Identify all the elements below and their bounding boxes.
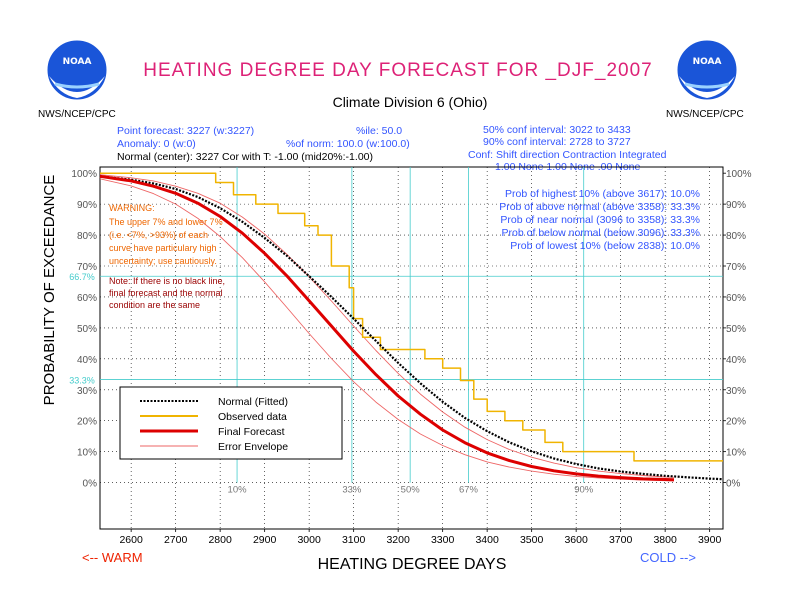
ref-percent-label: 50% xyxy=(401,485,421,496)
y-tick-label-left: 60% xyxy=(77,293,97,304)
warning-line: uncertainty; use cautiously. xyxy=(109,256,217,266)
y-tick-label-left: 50% xyxy=(77,324,97,335)
y-tick-label-right: 30% xyxy=(726,386,746,397)
warning-line: curve have particulary high xyxy=(109,243,217,253)
y-tick-label-left: 40% xyxy=(77,355,97,366)
y-tick-label-left: 80% xyxy=(77,231,97,242)
warning-title: WARNING: xyxy=(109,203,155,213)
x-tick-label: 3800 xyxy=(653,534,677,546)
warm-nav-label: <-- WARM xyxy=(82,550,143,565)
org-label-left: NWS/NCEP/CPC xyxy=(38,109,116,120)
probability-line: Prob of highest 10% (above 3617): 10.0% xyxy=(505,188,700,200)
chart-subtitle: Climate Division 6 (Ohio) xyxy=(333,94,488,110)
ref-label-33: 33.3% xyxy=(69,376,95,386)
x-tick-label: 2700 xyxy=(164,534,188,546)
error-envelope-lower-line xyxy=(99,178,675,482)
cold-nav-label: COLD --> xyxy=(640,550,696,565)
legend-label: Normal (Fitted) xyxy=(218,396,288,408)
y-tick-label-right: 20% xyxy=(726,417,746,428)
y-tick-label-left: 90% xyxy=(77,200,97,211)
normal-center-text: Normal (center): 3227 Cor with T: -1.00 … xyxy=(117,151,373,163)
probability-line: Prob of lowest 10% (below 2838): 10.0% xyxy=(510,240,700,252)
x-tick-label: 3100 xyxy=(342,534,366,546)
point-forecast-text: Point forecast: 3227 (w:3227) xyxy=(117,125,254,137)
y-tick-label-right: 100% xyxy=(726,169,752,180)
ref-percent-label: 67% xyxy=(459,485,479,496)
ref-percent-label: 33% xyxy=(342,485,362,496)
x-tick-label: 2900 xyxy=(253,534,277,546)
y-tick-label-left: 100% xyxy=(71,169,97,180)
warning-line: The upper 7% and lower 7% xyxy=(109,217,223,227)
ref-label-66: 66.7% xyxy=(69,272,95,282)
note-line: final forecast and the normal xyxy=(109,288,223,298)
y-tick-label-right: 10% xyxy=(726,448,746,459)
probability-line: Prob of near normal (3096 to 3358): 33.3… xyxy=(500,214,700,226)
y-tick-label-left: 30% xyxy=(77,386,97,397)
noaa-logo-right-text: NOAA xyxy=(693,57,722,67)
x-tick-label: 3300 xyxy=(431,534,455,546)
y-tick-label-right: 70% xyxy=(726,262,746,273)
anomaly-text: Anomaly: 0 (w:0) xyxy=(117,138,196,150)
x-tick-label: 3200 xyxy=(386,534,410,546)
y-tick-label-right: 60% xyxy=(726,293,746,304)
org-label-right: NWS/NCEP/CPC xyxy=(666,109,744,120)
x-axis-title: HEATING DEGREE DAYS xyxy=(318,556,507,573)
noaa-logo-right-icon: NOAA xyxy=(676,39,738,101)
x-tick-label: 3400 xyxy=(475,534,499,546)
y-tick-label-right: 90% xyxy=(726,200,746,211)
final-forecast-line xyxy=(99,174,675,482)
noaa-logo-left-icon: NOAA xyxy=(46,39,108,101)
y-tick-label-left: 10% xyxy=(77,448,97,459)
error-envelope-upper-line xyxy=(99,174,675,478)
y-tick-label-right: 50% xyxy=(726,324,746,335)
probability-line: Prob of below normal (below 3096): 33.3% xyxy=(502,227,700,239)
legend-box xyxy=(119,386,343,460)
x-tick-label: 3600 xyxy=(564,534,588,546)
x-tick-label: 2600 xyxy=(119,534,143,546)
y-tick-label-right: 80% xyxy=(726,231,746,242)
noaa-logo-left-text: NOAA xyxy=(63,57,92,67)
y-tick-label-left: 70% xyxy=(77,262,97,273)
conf90-text: 90% conf interval: 2728 to 3727 xyxy=(483,136,631,148)
percentile-text: %ile: 50.0 xyxy=(356,125,402,137)
note-line: condition are the same xyxy=(109,300,200,310)
ref-percent-label: 10% xyxy=(228,485,248,496)
conf-header-text: Conf: Shift direction Contraction Integr… xyxy=(468,149,667,161)
y-tick-label-left: 20% xyxy=(77,417,97,428)
y-tick-label-left: 0% xyxy=(83,479,98,490)
y-tick-label-right: 40% xyxy=(726,355,746,366)
chart-title: HEATING DEGREE DAY FORECAST FOR _DJF_200… xyxy=(143,60,652,81)
conf50-text: 50% conf interval: 3022 to 3433 xyxy=(483,124,631,136)
x-tick-label: 3900 xyxy=(698,534,722,546)
y-axis-title: PROBABILITY OF EXCEEDANCE xyxy=(41,175,58,406)
x-tick-label: 3000 xyxy=(297,534,321,546)
legend-label: Observed data xyxy=(218,411,287,423)
legend-label: Final Forecast xyxy=(218,426,285,438)
warning-line: (i.e. <7%, >93%) of each xyxy=(109,230,208,240)
observed-data-line xyxy=(100,172,723,462)
x-tick-label: 2800 xyxy=(208,534,232,546)
probability-line: Prob of above normal (above 3358): 33.3% xyxy=(499,201,700,213)
legend-label: Error Envelope xyxy=(218,441,288,453)
normal-fitted-line xyxy=(99,175,724,481)
plot-frame xyxy=(99,166,724,530)
pct-norm-text: %of norm: 100.0 (w:100.0) xyxy=(286,138,410,150)
note-line: Note: If there is no black line, xyxy=(109,276,225,286)
x-tick-label: 3500 xyxy=(520,534,544,546)
plot-area: 66.7% 33.3% 10% 33% 50% 67% 90% 0% 0% 10% 10% 20% 20… xyxy=(69,166,752,546)
x-tick-label: 3700 xyxy=(609,534,633,546)
y-tick-label-right: 0% xyxy=(726,479,741,490)
ref-percent-label: 90% xyxy=(574,485,594,496)
